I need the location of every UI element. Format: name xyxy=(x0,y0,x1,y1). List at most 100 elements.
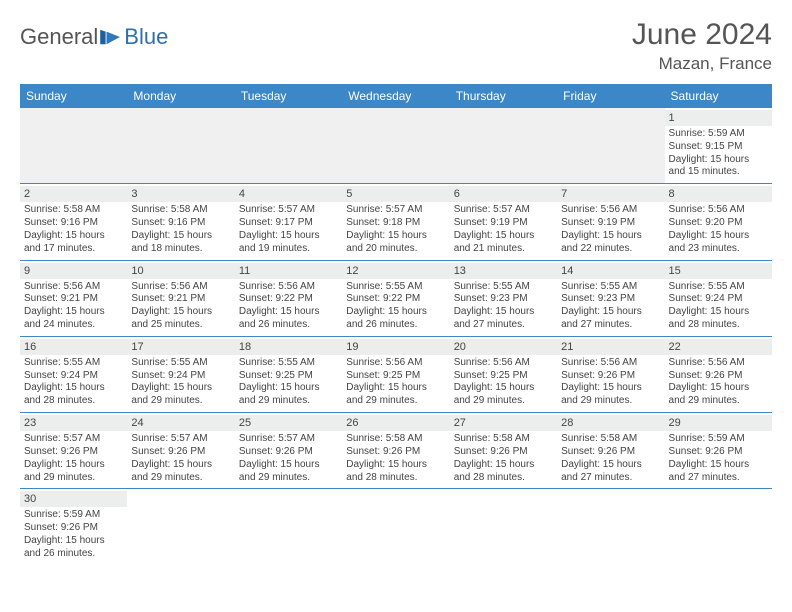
daylight-text: Daylight: 15 hours and 29 minutes. xyxy=(669,382,768,408)
sunrise-text: Sunrise: 5:56 AM xyxy=(561,204,660,217)
day-number: 5 xyxy=(342,186,449,202)
sunset-text: Sunset: 9:26 PM xyxy=(239,446,338,459)
sunset-text: Sunset: 9:26 PM xyxy=(669,370,768,383)
daylight-text: Daylight: 15 hours and 29 minutes. xyxy=(131,459,230,485)
calendar-cell xyxy=(665,489,772,565)
weekday-header: Sunday xyxy=(20,84,127,108)
day-number: 8 xyxy=(665,186,772,202)
location-text: Mazan, France xyxy=(632,54,772,74)
calendar-cell: 24 Sunrise: 5:57 AMSunset: 9:26 PMDayligh… xyxy=(127,413,234,489)
weekday-header: Saturday xyxy=(665,84,772,108)
calendar-cell xyxy=(557,489,664,565)
weekday-header: Thursday xyxy=(450,84,557,108)
sunset-text: Sunset: 9:18 PM xyxy=(346,217,445,230)
day-number: 25 xyxy=(235,415,342,431)
day-number: 15 xyxy=(665,263,772,279)
calendar-cell xyxy=(450,108,557,184)
sunrise-text: Sunrise: 5:56 AM xyxy=(346,357,445,370)
brand-part2: Blue xyxy=(124,24,168,50)
day-number: 4 xyxy=(235,186,342,202)
calendar-cell: 23Sunrise: 5:57 AMSunset: 9:26 PMDayligh… xyxy=(20,413,127,489)
calendar-cell: 26Sunrise: 5:58 AMSunset: 9:26 PMDayligh… xyxy=(342,413,449,489)
sunrise-text: Sunrise: 5:56 AM xyxy=(239,281,338,294)
sunrise-text: Sunrise: 5:57 AM xyxy=(239,204,338,217)
sunrise-text: Sunrise: 5:58 AM xyxy=(131,204,230,217)
calendar-row: 23Sunrise: 5:57 AMSunset: 9:26 PMDayligh… xyxy=(20,413,772,489)
calendar-cell: 7Sunrise: 5:56 AMSunset: 9:19 PMDaylight… xyxy=(557,184,664,260)
sunset-text: Sunset: 9:19 PM xyxy=(454,217,553,230)
calendar-cell xyxy=(342,489,449,565)
sunset-text: Sunset: 9:21 PM xyxy=(24,293,123,306)
sunset-text: Sunset: 9:20 PM xyxy=(669,217,768,230)
calendar-cell: 14Sunrise: 5:55 AMSunset: 9:23 PMDayligh… xyxy=(557,260,664,336)
calendar-cell xyxy=(235,489,342,565)
day-number: 27 xyxy=(450,415,557,431)
sunrise-text: Sunrise: 5:56 AM xyxy=(561,357,660,370)
daylight-text: Daylight: 15 hours and 19 minutes. xyxy=(239,230,338,256)
sunrise-text: Sunrise: 5:58 AM xyxy=(24,204,123,217)
calendar-cell xyxy=(450,489,557,565)
day-number: 21 xyxy=(557,339,664,355)
day-number: 24 xyxy=(127,415,234,431)
daylight-text: Daylight: 15 hours and 25 minutes. xyxy=(131,306,230,332)
day-number: 20 xyxy=(450,339,557,355)
calendar-cell: 4 Sunrise: 5:57 AMSunset: 9:17 PMDaylight… xyxy=(235,184,342,260)
daylight-text: Daylight: 15 hours and 27 minutes. xyxy=(561,306,660,332)
weekday-header-row: Sunday Monday Tuesday Wednesday Thursday… xyxy=(20,84,772,108)
calendar-cell xyxy=(235,108,342,184)
sunset-text: Sunset: 9:26 PM xyxy=(669,446,768,459)
calendar-cell: 15 Sunrise: 5:55 AMSunset: 9:24 PMDayligh… xyxy=(665,260,772,336)
sunset-text: Sunset: 9:26 PM xyxy=(131,446,230,459)
calendar-cell: 22 Sunrise: 5:56 AMSunset: 9:26 PMDayligh… xyxy=(665,336,772,412)
daylight-text: Daylight: 15 hours and 15 minutes. xyxy=(669,154,768,180)
sunrise-text: Sunrise: 5:57 AM xyxy=(24,433,123,446)
daylight-text: Daylight: 15 hours and 27 minutes. xyxy=(561,459,660,485)
weekday-header: Tuesday xyxy=(235,84,342,108)
daylight-text: Daylight: 15 hours and 28 minutes. xyxy=(24,382,123,408)
sunrise-text: Sunrise: 5:57 AM xyxy=(131,433,230,446)
day-number: 16 xyxy=(20,339,127,355)
calendar-row: 2Sunrise: 5:58 AMSunset: 9:16 PMDaylight… xyxy=(20,184,772,260)
calendar-cell: 12Sunrise: 5:55 AMSunset: 9:22 PMDayligh… xyxy=(342,260,449,336)
sunset-text: Sunset: 9:25 PM xyxy=(454,370,553,383)
weekday-header: Monday xyxy=(127,84,234,108)
calendar-cell: 1Sunrise: 5:59 AMSunset: 9:15 PMDaylight… xyxy=(665,108,772,184)
sunset-text: Sunset: 9:17 PM xyxy=(239,217,338,230)
sunrise-text: Sunrise: 5:58 AM xyxy=(454,433,553,446)
calendar-cell: 30Sunrise: 5:59 AMSunset: 9:26 PMDayligh… xyxy=(20,489,127,565)
sunset-text: Sunset: 9:24 PM xyxy=(669,293,768,306)
sunset-text: Sunset: 9:24 PM xyxy=(24,370,123,383)
sunrise-text: Sunrise: 5:56 AM xyxy=(131,281,230,294)
daylight-text: Daylight: 15 hours and 27 minutes. xyxy=(669,459,768,485)
sunset-text: Sunset: 9:25 PM xyxy=(346,370,445,383)
sunrise-text: Sunrise: 5:55 AM xyxy=(669,281,768,294)
calendar-cell: 16Sunrise: 5:55 AMSunset: 9:24 PMDayligh… xyxy=(20,336,127,412)
day-number: 29 xyxy=(665,415,772,431)
daylight-text: Daylight: 15 hours and 29 minutes. xyxy=(346,382,445,408)
calendar-cell: 11Sunrise: 5:56 AMSunset: 9:22 PMDayligh… xyxy=(235,260,342,336)
daylight-text: Daylight: 15 hours and 18 minutes. xyxy=(131,230,230,256)
day-number: 6 xyxy=(450,186,557,202)
sunrise-text: Sunrise: 5:59 AM xyxy=(669,433,768,446)
flag-icon xyxy=(100,28,122,46)
header-bar: General Blue June 2024 Mazan, France xyxy=(20,18,772,74)
sunrise-text: Sunrise: 5:56 AM xyxy=(669,204,768,217)
day-number: 14 xyxy=(557,263,664,279)
calendar-body: 1Sunrise: 5:59 AMSunset: 9:15 PMDaylight… xyxy=(20,108,772,565)
sunset-text: Sunset: 9:26 PM xyxy=(24,522,123,535)
day-number: 7 xyxy=(557,186,664,202)
sunset-text: Sunset: 9:24 PM xyxy=(131,370,230,383)
calendar-cell xyxy=(342,108,449,184)
sunrise-text: Sunrise: 5:58 AM xyxy=(346,433,445,446)
day-number: 22 xyxy=(665,339,772,355)
day-number: 9 xyxy=(20,263,127,279)
calendar-cell: 27Sunrise: 5:58 AMSunset: 9:26 PMDayligh… xyxy=(450,413,557,489)
day-number: 17 xyxy=(127,339,234,355)
sunrise-text: Sunrise: 5:56 AM xyxy=(669,357,768,370)
day-number: 13 xyxy=(450,263,557,279)
sunrise-text: Sunrise: 5:55 AM xyxy=(454,281,553,294)
day-number: 10 xyxy=(127,263,234,279)
daylight-text: Daylight: 15 hours and 28 minutes. xyxy=(669,306,768,332)
day-number: 19 xyxy=(342,339,449,355)
daylight-text: Daylight: 15 hours and 20 minutes. xyxy=(346,230,445,256)
